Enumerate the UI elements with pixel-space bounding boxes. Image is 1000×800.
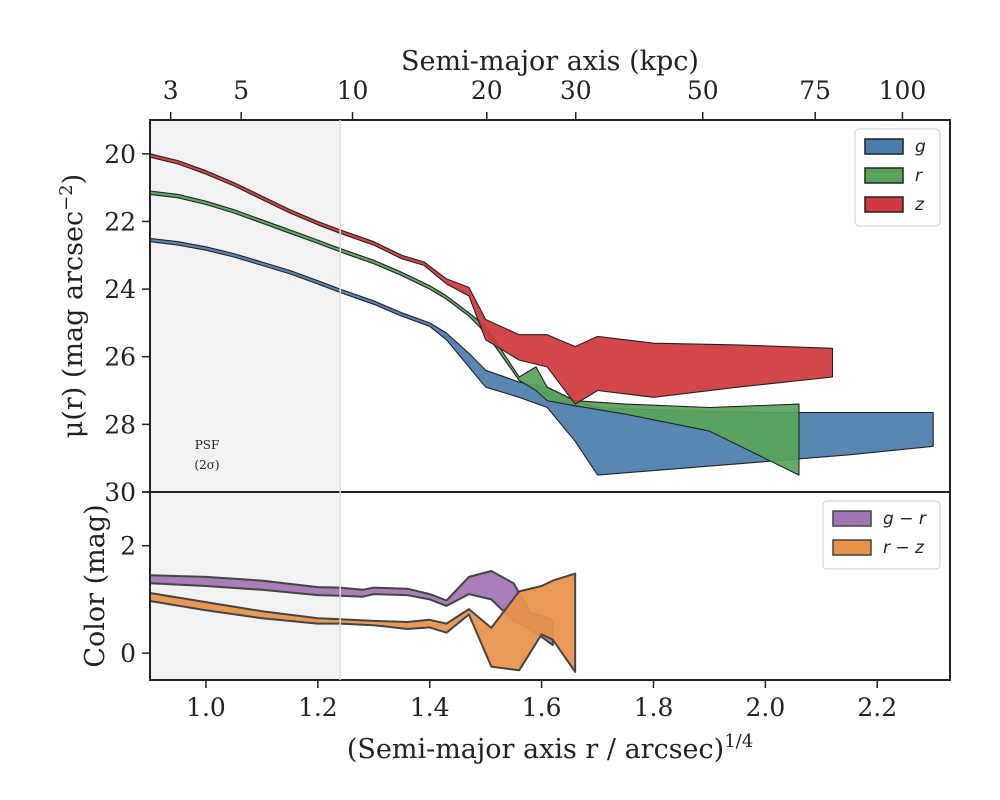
color-legend: g − r r − z xyxy=(822,500,941,570)
sb-legend: grz xyxy=(854,128,941,227)
color-y-ticks: 02 xyxy=(120,491,150,668)
color-legend-swatch-0 xyxy=(832,510,872,527)
sb-y-tick-label-1: 22 xyxy=(104,207,136,236)
color-y-axis-title: Color (mag) xyxy=(80,504,111,667)
sb-legend-label-0: g xyxy=(915,137,926,157)
sb-y-tick-label-2: 24 xyxy=(104,275,136,304)
kpc-tick-label-5: 50 xyxy=(687,76,719,105)
color-band-0 xyxy=(149,570,554,647)
x-tick-label-0: 1.0 xyxy=(186,693,226,722)
psf-label-line1: PSF xyxy=(195,438,220,452)
x-axis-title-main: (Semi-major axis r / arcsec) xyxy=(347,734,724,765)
psf-label-line2: (2σ) xyxy=(194,458,219,472)
top-axis-title: Semi-major axis (kpc) xyxy=(401,46,699,77)
color-y-tick-label-1: 2 xyxy=(120,532,136,561)
color-legend-swatch-1 xyxy=(832,539,872,556)
x-ticks: 1.0 1.2 1.4 1.6 1.8 2.0 2.2 xyxy=(186,680,897,722)
sb-legend-label-1: r xyxy=(915,166,923,186)
kpc-tick-label-0: 3 xyxy=(163,76,179,105)
sb-y-axis-title-main: μ(r) (mag arcsec xyxy=(58,211,89,438)
x-tick-label-6: 2.2 xyxy=(857,693,897,722)
kpc-tick-label-3: 20 xyxy=(471,76,503,105)
x-tick-label-5: 2.0 xyxy=(746,693,786,722)
kpc-tick-label-1: 5 xyxy=(233,76,249,105)
color-panel: 02 1.0 1.2 1.4 1.6 1.8 2.0 2.2 Color (mag) (Se… xyxy=(80,491,951,765)
kpc-tick-label-4: 30 xyxy=(560,76,592,105)
color-legend-label-1: r − z xyxy=(883,538,925,558)
sb-y-ticks: 20 22 24 26 28 30 xyxy=(104,140,150,507)
color-legend-label-0: g − r xyxy=(883,509,927,529)
x-tick-label-4: 1.8 xyxy=(634,693,674,722)
sb-y-tick-label-4: 28 xyxy=(104,410,136,439)
sb-panel: 20 22 24 26 28 30 3 5 10 20 30 50 75 100 PSF (2σ) Se… xyxy=(56,46,951,507)
sb-y-axis-title: μ(r) (mag arcsec−2) xyxy=(56,174,89,438)
sb-legend-swatch-0 xyxy=(864,138,904,155)
x-tick-label-2: 1.4 xyxy=(410,693,450,722)
sb-legend-swatch-1 xyxy=(864,167,904,184)
sb-y-tick-label-0: 20 xyxy=(104,140,136,169)
sb-y-axis-title-close: ) xyxy=(58,174,89,185)
sb-y-axis-title-exp: −2 xyxy=(56,184,77,211)
kpc-tick-label-6: 75 xyxy=(799,76,831,105)
kpc-ticks: 3 5 10 20 30 50 75 100 xyxy=(163,76,927,120)
sb-y-tick-label-3: 26 xyxy=(104,343,136,372)
sb-legend-label-2: z xyxy=(914,195,925,215)
kpc-tick-label-2: 10 xyxy=(337,76,369,105)
x-tick-label-3: 1.6 xyxy=(522,693,562,722)
x-axis-title-exp: 1/4 xyxy=(724,731,753,752)
psf-shade xyxy=(150,120,341,492)
x-tick-label-1: 1.2 xyxy=(298,693,338,722)
color-y-tick-label-0: 0 xyxy=(120,639,136,668)
kpc-tick-label-7: 100 xyxy=(879,76,927,105)
color-panel-frame xyxy=(149,491,951,681)
x-axis-title: (Semi-major axis r / arcsec)1/4 xyxy=(347,731,753,765)
sb-y-tick-label-5: 30 xyxy=(104,478,136,507)
sb-legend-swatch-2 xyxy=(864,196,904,213)
